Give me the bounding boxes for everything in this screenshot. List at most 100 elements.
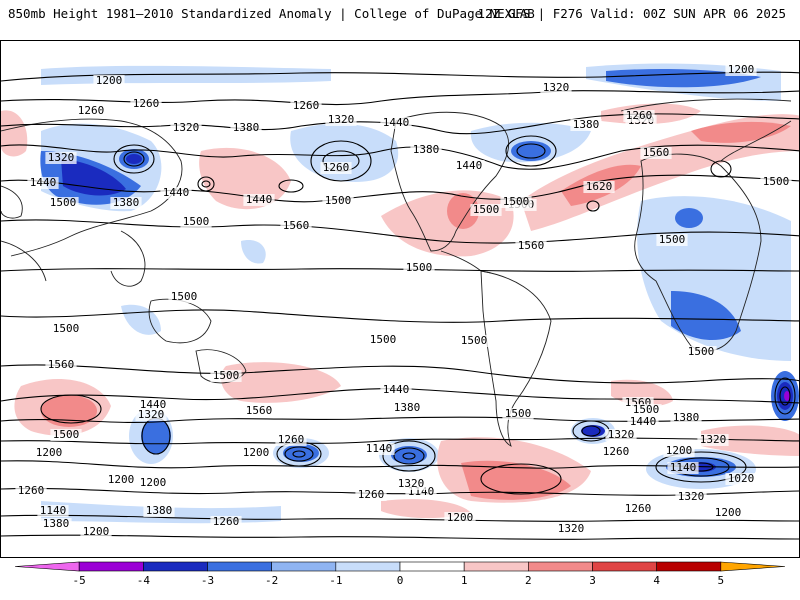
- svg-text:1440: 1440: [456, 159, 483, 172]
- contour-label: 1260: [320, 161, 352, 174]
- svg-text:1500: 1500: [659, 233, 686, 246]
- svg-text:1500: 1500: [183, 215, 210, 228]
- colorbar-tick-label: -2: [265, 574, 279, 587]
- contour-label: 1560: [280, 219, 312, 232]
- svg-text:1500: 1500: [213, 369, 240, 382]
- svg-text:1320: 1320: [608, 428, 635, 441]
- contour-label: 1380: [410, 143, 442, 156]
- svg-text:1320: 1320: [678, 490, 705, 503]
- svg-text:1440: 1440: [163, 186, 190, 199]
- contour-label: 1500: [760, 175, 792, 188]
- svg-text:1320: 1320: [398, 477, 425, 490]
- contour-label: 1500: [180, 215, 212, 228]
- svg-text:1380: 1380: [394, 401, 421, 414]
- svg-text:1380: 1380: [673, 411, 700, 424]
- contour-label: 1320: [697, 433, 729, 446]
- svg-text:1200: 1200: [108, 473, 135, 486]
- contour-label: 1500: [502, 407, 534, 420]
- svg-text:1560: 1560: [246, 404, 273, 417]
- svg-text:1320: 1320: [543, 81, 570, 94]
- contour-label: 1380: [110, 196, 142, 209]
- contour-label: 1260: [15, 484, 47, 497]
- contour-label: 1320: [395, 477, 427, 490]
- svg-text:1200: 1200: [666, 444, 693, 457]
- colorbar-tick-labels: -5 -4 -3 -2 -1 0 1 2 3 4 5: [0, 560, 800, 587]
- contour-label: 1500: [458, 334, 490, 347]
- svg-text:1500: 1500: [370, 333, 397, 346]
- model-run-info: 12Z GFS | F276 Valid: 00Z SUN APR 06 202…: [477, 6, 786, 21]
- colorbar-tick-label: 5: [717, 574, 725, 587]
- colorbar-tick-label: 2: [525, 574, 532, 587]
- svg-text:1380: 1380: [43, 517, 70, 530]
- contour-label: 1440: [627, 415, 659, 428]
- contour-label: 1380: [670, 411, 702, 424]
- colorbar-tick-label: 3: [589, 574, 596, 587]
- svg-text:1500: 1500: [53, 428, 80, 441]
- contour-label: 1440: [243, 193, 275, 206]
- svg-text:1260: 1260: [625, 502, 652, 515]
- svg-text:1440: 1440: [246, 193, 273, 206]
- svg-text:1500: 1500: [406, 261, 433, 274]
- contour-label: 1500: [656, 233, 688, 246]
- svg-text:1140: 1140: [670, 461, 697, 474]
- contour-label: 1200: [240, 446, 272, 459]
- contour-label: 1260: [275, 433, 307, 446]
- svg-text:1260: 1260: [293, 99, 320, 112]
- svg-text:1440: 1440: [140, 398, 167, 411]
- contour-label: 1380: [143, 504, 175, 517]
- contour-label: 1020: [725, 472, 757, 485]
- svg-text:1320: 1320: [48, 151, 75, 164]
- contour-label: 1200: [105, 473, 137, 486]
- svg-text:1320: 1320: [558, 522, 585, 535]
- svg-text:1260: 1260: [278, 433, 305, 446]
- contour-label: 1500: [47, 196, 79, 209]
- contour-label: 1500: [168, 290, 200, 303]
- contour-label: 1560: [515, 239, 547, 252]
- contour-label: 1200: [712, 506, 744, 519]
- contour-label: 1200: [33, 446, 65, 459]
- colorbar-tick-label: -3: [200, 574, 215, 587]
- svg-text:1500: 1500: [503, 195, 530, 208]
- colorbar-tick-label: -1: [329, 574, 343, 587]
- svg-text:1560: 1560: [283, 219, 310, 232]
- svg-text:1200: 1200: [83, 525, 110, 538]
- anomaly-map: 1200 1260 1260 1200 1260 1320 1380 1320 1440 1380…: [0, 40, 800, 558]
- contour-label: 1380: [40, 517, 72, 530]
- svg-text:1260: 1260: [358, 488, 385, 501]
- contour-label: 1380: [230, 121, 262, 134]
- contour-label: 1500: [403, 261, 435, 274]
- svg-text:1260: 1260: [133, 97, 160, 110]
- svg-text:1200: 1200: [728, 63, 755, 76]
- contour-label: 1260: [290, 99, 322, 112]
- svg-text:1620: 1620: [586, 180, 613, 193]
- contour-label: 1500: [210, 369, 242, 382]
- svg-text:1500: 1500: [473, 203, 500, 216]
- svg-text:1380: 1380: [413, 143, 440, 156]
- colorbar-tick-label: -5: [72, 574, 86, 587]
- contour-label: 1320: [135, 408, 167, 421]
- svg-text:1560: 1560: [48, 358, 75, 371]
- contour-label: 1500: [367, 333, 399, 346]
- contour-label: 1200: [80, 525, 112, 538]
- svg-text:1200: 1200: [243, 446, 270, 459]
- contour-label: 1380: [570, 118, 602, 131]
- map-title: 850mb Height 1981–2010 Standardized Anom…: [8, 6, 535, 21]
- colorbar-tick-label: 4: [653, 574, 660, 587]
- svg-text:1260: 1260: [18, 484, 45, 497]
- contour-label: 1620: [583, 180, 615, 193]
- contour-label: 1440: [27, 176, 59, 189]
- contour-label: 1260: [210, 515, 242, 528]
- contour-label: 1380: [391, 401, 423, 414]
- svg-text:1380: 1380: [233, 121, 260, 134]
- height-contours: [1, 71, 799, 540]
- colorbar-tick-label: -4: [136, 574, 150, 587]
- contour-label: 1200: [137, 476, 169, 489]
- contour-label: 1200: [444, 511, 476, 524]
- contour-label: 1320: [540, 81, 572, 94]
- svg-text:1560: 1560: [518, 239, 545, 252]
- svg-text:1320: 1320: [700, 433, 727, 446]
- svg-text:1200: 1200: [36, 446, 63, 459]
- contour-label: 1320: [170, 121, 202, 134]
- contour-label: 1140: [37, 504, 69, 517]
- svg-text:1140: 1140: [366, 442, 393, 455]
